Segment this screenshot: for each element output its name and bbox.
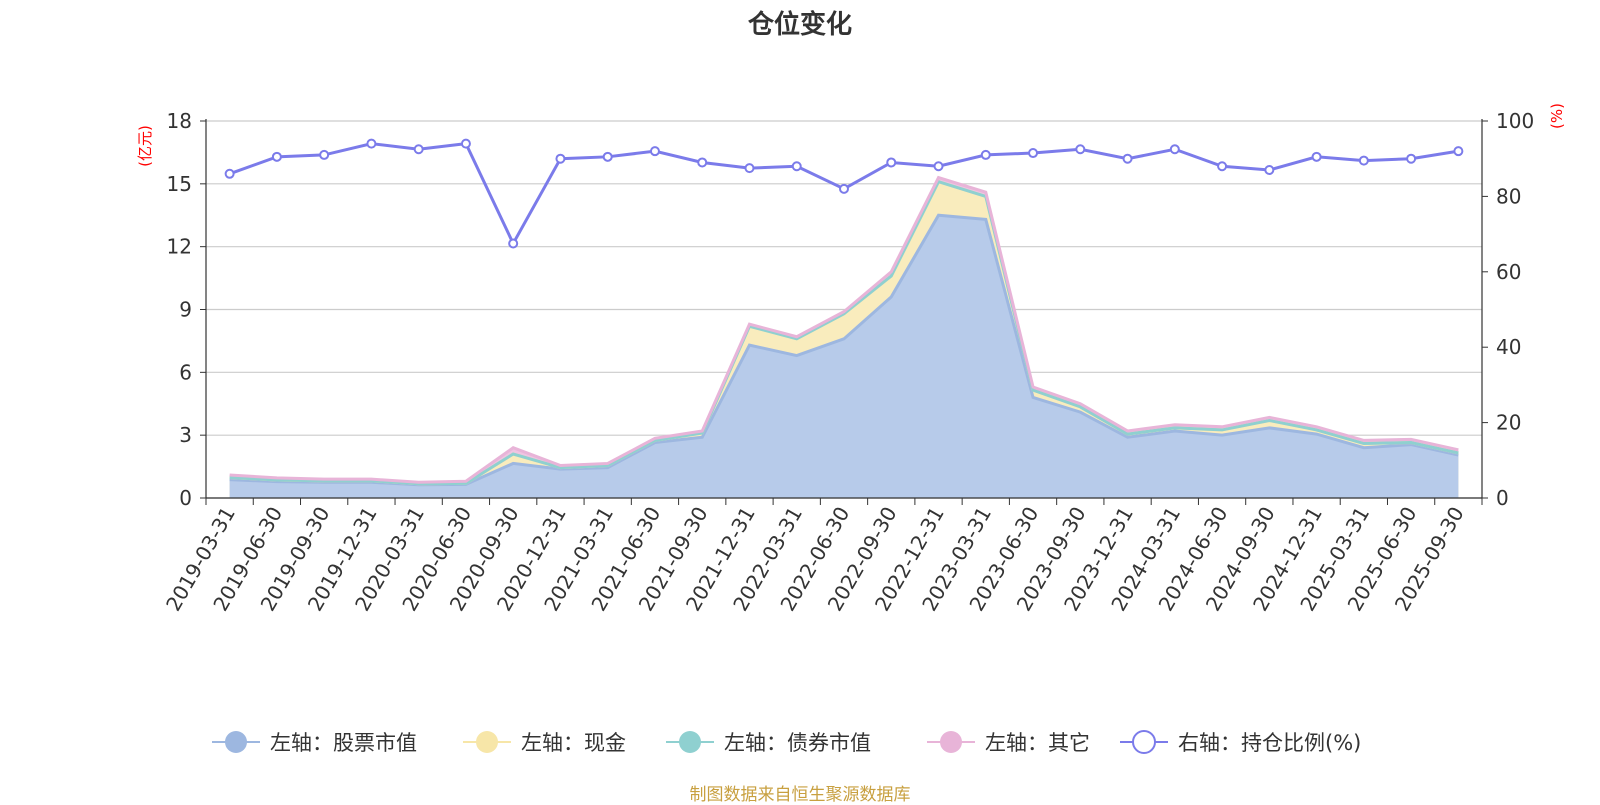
ratio-point bbox=[1122, 153, 1133, 164]
ratio-point bbox=[1264, 165, 1275, 176]
legend-marker-4 bbox=[1132, 730, 1156, 754]
ratio-point bbox=[224, 168, 235, 179]
right-axis-tick-label: 60 bbox=[1496, 260, 1521, 284]
legend-marker-2 bbox=[679, 731, 701, 753]
legend-marker-3 bbox=[940, 731, 962, 753]
ratio-point bbox=[508, 238, 519, 249]
legend-label-4: 右轴：持仓比例(%) bbox=[1178, 731, 1361, 755]
legend-label-2: 左轴：债券市值 bbox=[724, 731, 871, 755]
left-axis-tick-label: 9 bbox=[179, 298, 192, 322]
left-axis-tick-label: 6 bbox=[179, 360, 192, 384]
ratio-point bbox=[602, 151, 613, 162]
ratio-point bbox=[1028, 148, 1039, 159]
legend-marker-1 bbox=[476, 731, 498, 753]
ratio-point bbox=[1217, 161, 1228, 172]
ratio-point bbox=[271, 151, 282, 162]
right-axis-tick-label: 20 bbox=[1496, 411, 1521, 435]
source-note: 制图数据来自恒生聚源数据库 bbox=[689, 785, 911, 805]
legend-label-3: 左轴：其它 bbox=[985, 731, 1090, 755]
legend-label-1: 左轴：现金 bbox=[521, 731, 626, 755]
left-axis-tick-label: 12 bbox=[167, 235, 192, 259]
ratio-point bbox=[413, 144, 424, 155]
series-line-3 bbox=[229, 175, 1459, 484]
ratio-point bbox=[1453, 146, 1464, 157]
ratio-point bbox=[1358, 155, 1369, 166]
right-axis-tick-label: 40 bbox=[1496, 335, 1521, 359]
ratio-point bbox=[980, 149, 991, 160]
right-axis-tick-label: 80 bbox=[1496, 184, 1521, 208]
right-axis-tick-label: 100 bbox=[1496, 109, 1534, 133]
legend-marker-0 bbox=[225, 731, 247, 753]
ratio-point bbox=[697, 157, 708, 168]
right-axis-name: (%) bbox=[1548, 103, 1566, 129]
left-axis-tick-label: 0 bbox=[179, 486, 192, 510]
legend-label-0: 左轴：股票市值 bbox=[270, 731, 417, 755]
ratio-point bbox=[886, 157, 897, 168]
left-axis-name: (亿元) bbox=[136, 125, 154, 167]
series-line-2 bbox=[229, 179, 1459, 486]
chart-title: 仓位变化 bbox=[747, 10, 852, 40]
ratio-point bbox=[555, 153, 566, 164]
left-axis-tick-label: 18 bbox=[167, 109, 192, 133]
ratio-point bbox=[366, 138, 377, 149]
ratio-point bbox=[649, 146, 660, 157]
right-axis-tick-label: 0 bbox=[1496, 486, 1509, 510]
ratio-point bbox=[319, 149, 330, 160]
left-axis-tick-label: 15 bbox=[167, 172, 192, 196]
ratio-point bbox=[460, 138, 471, 149]
left-axis-tick-label: 3 bbox=[179, 423, 192, 447]
area-0 bbox=[229, 215, 1459, 498]
ratio-point bbox=[791, 161, 802, 172]
ratio-point bbox=[1406, 153, 1417, 164]
ratio-point bbox=[839, 183, 849, 194]
ratio-point bbox=[1169, 144, 1180, 155]
ratio-point bbox=[1311, 151, 1322, 162]
ratio-point bbox=[933, 161, 944, 172]
ratio-point bbox=[744, 163, 755, 174]
ratio-point bbox=[1075, 144, 1086, 155]
